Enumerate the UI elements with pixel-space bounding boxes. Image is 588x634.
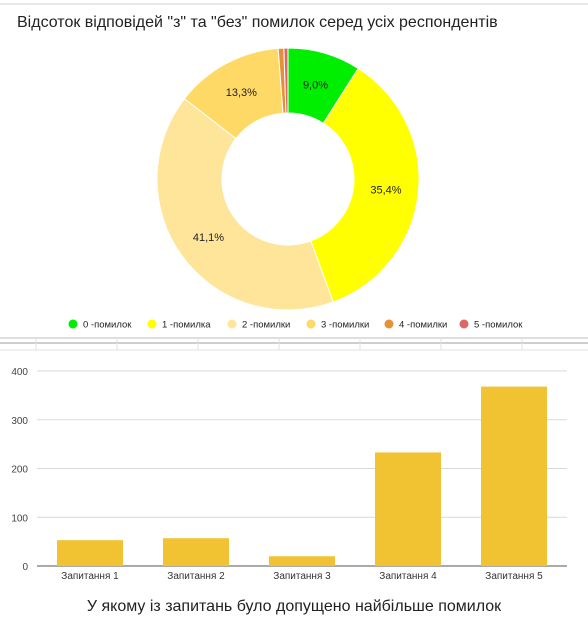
legend-label: 1 -помилка	[162, 320, 211, 331]
bar-chart: 0 100 200 300 400 Запитання 1 Запитання 2 Запит…	[11, 367, 567, 582]
x-tick-label: Запитання 5	[485, 571, 543, 582]
x-tick-label: Запитання 4	[379, 571, 437, 582]
x-tick-label: Запитання 2	[167, 571, 225, 582]
y-tick-label: 100	[11, 513, 28, 524]
x-tick-label: Запитання 1	[61, 571, 119, 582]
legend-label: 3 -помилки	[321, 320, 369, 331]
donut-slice-label: 35,4%	[370, 185, 401, 197]
donut-chart: 9,0% 35,4% 41,1% 13,3% 0 -помилок 1 -помилка 2…	[68, 47, 523, 331]
y-tick-label: 400	[11, 367, 28, 378]
legend-marker	[306, 319, 316, 329]
bar-chart-title: У якому із запитань було допущено найбіл…	[86, 598, 502, 615]
legend-label: 0 -помилок	[83, 320, 132, 331]
legend-marker	[384, 319, 394, 329]
bar	[481, 386, 547, 566]
bar	[269, 556, 335, 566]
donut-slice-label: 41,1%	[193, 232, 224, 244]
donut-slice	[156, 98, 334, 311]
legend-marker	[147, 319, 157, 329]
donut-chart-title: Відсоток відповідей "з" та "без" помилок…	[17, 14, 498, 31]
donut-slice	[283, 47, 289, 114]
donut-slice-label: 9,0%	[303, 79, 328, 91]
legend-label: 5 -помилок	[474, 320, 523, 331]
legend-marker	[459, 319, 469, 329]
bar	[163, 538, 229, 566]
x-tick-label: Запитання 3	[273, 571, 331, 582]
donut-slice-label: 13,3%	[226, 87, 257, 99]
bar	[57, 540, 123, 566]
y-tick-label: 300	[11, 416, 28, 427]
y-tick-label: 0	[22, 562, 28, 573]
legend-marker	[68, 319, 78, 329]
donut-slice	[310, 67, 420, 303]
bar	[375, 452, 441, 566]
y-tick-label: 200	[11, 465, 28, 476]
legend-label: 4 -помилки	[399, 320, 447, 331]
legend-label: 2 -помилки	[242, 320, 290, 331]
legend-marker	[227, 319, 237, 329]
